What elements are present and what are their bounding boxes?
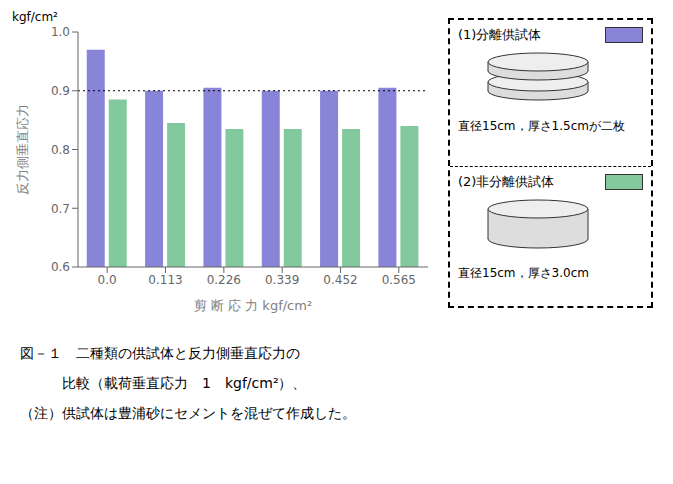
html-text:kgf/cm²: kgf/cm²	[12, 10, 58, 24]
svg-text:0.452: 0.452	[323, 273, 357, 287]
html-text:（注）供試体は豊浦砂にセメントを混ぜて作成した。: （注）供試体は豊浦砂にセメントを混ぜて作成した。	[20, 405, 356, 421]
svg-text:0.339: 0.339	[265, 273, 299, 287]
html-text:直径15cm，厚さ3.0cm: 直径15cm，厚さ3.0cm	[458, 266, 589, 280]
svg-text:0.9: 0.9	[51, 84, 70, 98]
svg-text:0.565: 0.565	[382, 273, 416, 287]
svg-text:1.0: 1.0	[51, 25, 70, 39]
svg-text:0.113: 0.113	[148, 273, 182, 287]
html-text:(2)非分離供試体: (2)非分離供試体	[458, 174, 555, 189]
svg-text:反力側垂直応力: 反力側垂直応力	[15, 104, 30, 195]
svg-text:剪 断 応 力 kgf/cm²: 剪 断 応 力 kgf/cm²	[194, 298, 312, 313]
svg-text:0.7: 0.7	[51, 202, 70, 216]
html-text:比較（載荷垂直応力 1 kgf/cm²）、: 比較（載荷垂直応力 1 kgf/cm²）、	[20, 375, 307, 391]
html-text:直径15cm，厚さ1.5cmが二枚: 直径15cm，厚さ1.5cmが二枚	[458, 119, 625, 133]
svg-text:0.6: 0.6	[51, 260, 70, 274]
html-text:(1)分離供試体: (1)分離供試体	[458, 27, 542, 42]
svg-text:0.0: 0.0	[98, 273, 117, 287]
html-text:図－１ 二種類の供試体と反力側垂直応力の: 図－１ 二種類の供試体と反力側垂直応力の	[20, 345, 300, 361]
svg-text:0.8: 0.8	[51, 143, 70, 157]
svg-text:0.226: 0.226	[207, 273, 241, 287]
